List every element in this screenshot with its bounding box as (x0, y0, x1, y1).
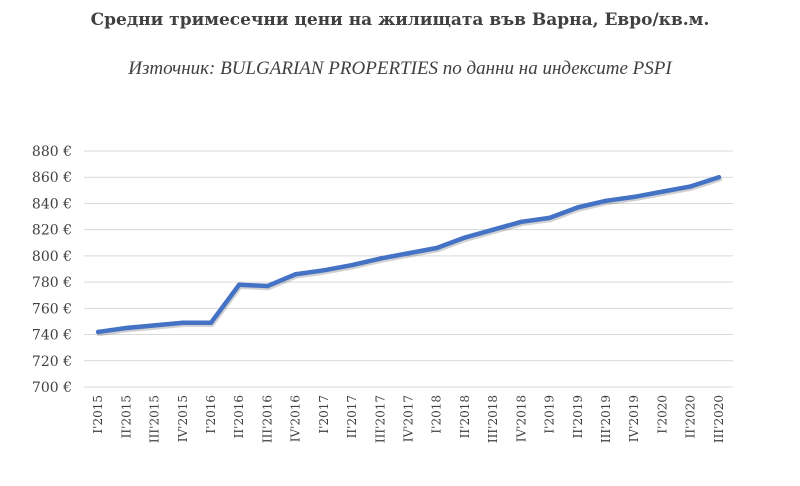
x-tick-label: II'2018 (458, 395, 472, 438)
data-point (152, 323, 157, 328)
y-tick-label: 700 € (32, 380, 72, 396)
x-tick-label: IV'2019 (627, 395, 641, 442)
data-point (293, 272, 298, 277)
x-tick-label: I'2017 (317, 395, 331, 434)
y-tick-label: 880 € (32, 144, 72, 160)
data-point (124, 325, 129, 331)
x-tick-label: IV'2015 (176, 395, 190, 442)
x-tick-label: I'2015 (91, 395, 105, 434)
x-tick-label: II'2017 (345, 395, 359, 438)
y-tick-label: 860 € (32, 170, 72, 186)
x-tick-label: I'2020 (655, 395, 669, 434)
x-tick-label: IV'2016 (289, 395, 303, 442)
y-tick-label: 840 € (32, 196, 72, 212)
x-tick-label: I'2016 (204, 395, 218, 434)
data-point (406, 251, 411, 256)
y-tick-label: 760 € (32, 301, 72, 317)
x-tick-label: III'2017 (373, 395, 387, 443)
x-tick-label: III'2018 (486, 395, 500, 443)
data-point (95, 329, 101, 335)
data-point (688, 184, 693, 189)
y-tick-label: 820 € (32, 223, 72, 239)
series-line-shadow (96, 176, 723, 337)
data-point (632, 194, 637, 200)
data-point (349, 262, 355, 268)
data-point (180, 320, 185, 325)
data-point (716, 175, 722, 180)
data-point (378, 256, 383, 261)
data-point (490, 227, 496, 232)
data-point (236, 282, 242, 287)
chart-title: Средни тримесечни цени на жилищата във В… (90, 10, 710, 30)
x-tick-label: IV'2017 (402, 395, 416, 442)
x-tick-label: III'2019 (599, 395, 613, 443)
x-tick-label: II'2019 (571, 395, 585, 438)
data-point (208, 320, 214, 325)
chart-subtitle: Източник: BULGARIAN PROPERTIES по данни … (128, 58, 672, 79)
x-tick-label: IV'2018 (514, 395, 528, 442)
data-point (321, 268, 327, 273)
x-tick-label: I'2019 (543, 395, 557, 434)
y-tick-label: 780 € (32, 275, 72, 291)
data-point (603, 198, 609, 204)
y-tick-label: 800 € (32, 249, 72, 265)
data-point (575, 205, 581, 210)
x-tick-label: III'2020 (712, 395, 726, 443)
x-tick-label: I'2018 (430, 395, 444, 434)
x-tick-label: II'2020 (684, 395, 698, 438)
y-tick-label: 720 € (32, 354, 72, 370)
x-tick-label: II'2015 (119, 395, 133, 438)
x-tick-label: III'2016 (260, 395, 274, 443)
x-tick-label: III'2015 (148, 395, 162, 443)
data-point (462, 235, 468, 240)
data-point (660, 189, 665, 194)
data-point (519, 219, 524, 224)
data-point (265, 283, 270, 289)
x-tick-label: II'2016 (232, 395, 246, 438)
y-tick-label: 740 € (32, 328, 72, 344)
data-point (434, 245, 439, 251)
data-point (547, 215, 552, 221)
